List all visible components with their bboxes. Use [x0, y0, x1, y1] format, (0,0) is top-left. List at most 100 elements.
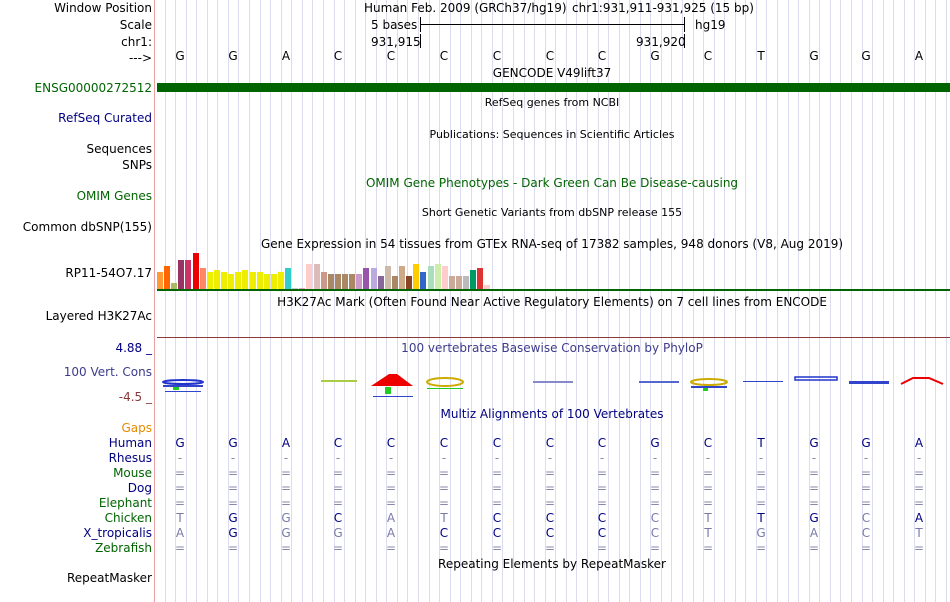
- species-label-elephant[interactable]: Elephant: [98, 496, 152, 510]
- gtex-tissue-bar[interactable]: [235, 272, 241, 289]
- gtex-tissue-bar[interactable]: [299, 288, 305, 289]
- gtex-tissue-bar[interactable]: [250, 272, 256, 289]
- cons-track-title[interactable]: 100 vertebrates Basewise Conservation by…: [401, 341, 703, 355]
- gtex-tissue-bar[interactable]: [214, 270, 220, 289]
- gtex-tissue-bar[interactable]: [356, 274, 362, 289]
- cons-track-label[interactable]: 100 Vert. Cons: [63, 365, 152, 379]
- species-label-dog[interactable]: Dog: [127, 481, 152, 495]
- species-label-zebrafish[interactable]: Zebrafish: [95, 541, 152, 555]
- sequences-track-label[interactable]: Sequences: [86, 142, 152, 156]
- species-label-chicken[interactable]: Chicken: [104, 511, 152, 525]
- omim-track-label[interactable]: OMIM Genes: [76, 189, 152, 203]
- alignment-base: =: [544, 541, 556, 555]
- gtex-tissue-bar[interactable]: [378, 276, 384, 289]
- species-label-human[interactable]: Human: [108, 436, 152, 450]
- gtex-tissue-bar[interactable]: [257, 272, 263, 289]
- omim-track-title[interactable]: OMIM Gene Phenotypes - Dark Green Can Be…: [365, 176, 739, 190]
- gtex-tissue-bar[interactable]: [435, 264, 441, 289]
- dbsnp-track-title[interactable]: Short Genetic Variants from dbSNP releas…: [421, 206, 683, 219]
- gtex-tissue-bar[interactable]: [342, 274, 348, 289]
- gtex-tissue-bar[interactable]: [314, 264, 320, 289]
- gencode-gene-feature[interactable]: [157, 83, 950, 92]
- gtex-tissue-bar[interactable]: [207, 272, 213, 289]
- alignment-base: =: [860, 496, 872, 510]
- grid-line: [661, 0, 662, 602]
- gtex-tissue-bar[interactable]: [456, 276, 462, 289]
- grid-line: [819, 0, 820, 602]
- base-letter: G: [809, 49, 819, 63]
- gtex-track-title[interactable]: Gene Expression in 54 tissues from GTEx …: [260, 237, 844, 251]
- gtex-track-label[interactable]: RP11-54O7.17: [65, 266, 152, 280]
- alignment-base: =: [596, 481, 608, 495]
- alignment-base: G: [650, 436, 660, 450]
- gtex-tissue-bar[interactable]: [285, 268, 291, 289]
- gtex-tissue-bar[interactable]: [413, 264, 419, 289]
- refseq-track-title[interactable]: RefSeq genes from NCBI: [484, 96, 620, 109]
- publications-track-title[interactable]: Publications: Sequences in Scientific Ar…: [429, 128, 675, 141]
- gtex-tissue-bar[interactable]: [164, 266, 170, 289]
- gtex-tissue-bar[interactable]: [463, 276, 469, 289]
- gtex-tissue-bar[interactable]: [363, 268, 369, 289]
- gtex-tissue-bar[interactable]: [185, 260, 191, 289]
- gtex-tissue-bar[interactable]: [406, 276, 412, 289]
- refseq-track-label[interactable]: RefSeq Curated: [58, 111, 152, 125]
- gtex-tissue-bar[interactable]: [292, 288, 298, 289]
- grid-line: [629, 0, 630, 602]
- grid-line: [471, 0, 472, 602]
- gaps-label[interactable]: Gaps: [121, 421, 152, 435]
- gtex-tissue-bar[interactable]: [385, 266, 391, 289]
- h3k27ac-track-title[interactable]: H3K27Ac Mark (Often Found Near Active Re…: [277, 295, 827, 309]
- gtex-tissue-bar[interactable]: [392, 276, 398, 289]
- grid-line: [935, 0, 936, 602]
- h3k27ac-track-label[interactable]: Layered H3K27Ac: [45, 309, 152, 323]
- alignment-base: =: [174, 466, 186, 480]
- gtex-tissue-bar[interactable]: [470, 270, 476, 289]
- gtex-tissue-bar[interactable]: [271, 274, 277, 289]
- gtex-tissue-bar[interactable]: [242, 270, 248, 289]
- gtex-tissue-bar[interactable]: [264, 274, 270, 289]
- species-label-x_tropicalis[interactable]: X_tropicalis: [83, 526, 152, 540]
- grid-line: [534, 0, 535, 602]
- gtex-tissue-bar[interactable]: [484, 285, 490, 289]
- gtex-expression-chart[interactable]: [157, 250, 537, 289]
- gtex-tissue-bar[interactable]: [200, 268, 206, 289]
- repeatmasker-track-title[interactable]: Repeating Elements by RepeatMasker: [438, 557, 666, 571]
- gtex-tissue-bar[interactable]: [178, 260, 184, 289]
- gtex-tissue-bar[interactable]: [335, 274, 341, 289]
- gtex-tissue-bar[interactable]: [321, 272, 327, 289]
- gtex-tissue-bar[interactable]: [449, 276, 455, 289]
- grid-line: [481, 0, 482, 602]
- grid-line: [608, 0, 609, 602]
- alignment-base: =: [860, 481, 872, 495]
- gtex-tissue-bar[interactable]: [420, 272, 426, 289]
- grid-line: [228, 0, 229, 602]
- multiz-track-title[interactable]: Multiz Alignments of 100 Vertebrates: [440, 407, 664, 421]
- gtex-tissue-bar[interactable]: [442, 266, 448, 289]
- gencode-track-title[interactable]: GENCODE V49lift37: [492, 66, 612, 80]
- grid-line: [186, 0, 187, 602]
- grid-line: [883, 0, 884, 602]
- gtex-tissue-bar[interactable]: [171, 283, 177, 289]
- gtex-tissue-bar[interactable]: [221, 272, 227, 289]
- strand-arrow-label: --->: [128, 51, 152, 65]
- grid-line: [460, 0, 461, 602]
- gtex-tissue-bar[interactable]: [278, 272, 284, 289]
- snps-track-label[interactable]: SNPs: [122, 158, 152, 172]
- gtex-tissue-bar[interactable]: [193, 253, 199, 289]
- gtex-tissue-bar[interactable]: [306, 264, 312, 289]
- gtex-tissue-bar[interactable]: [228, 274, 234, 289]
- species-label-mouse[interactable]: Mouse: [113, 466, 152, 480]
- gencode-track-label[interactable]: ENSG00000272512: [34, 81, 152, 95]
- dbsnp-track-label[interactable]: Common dbSNP(155): [22, 220, 152, 234]
- gtex-tissue-bar[interactable]: [157, 272, 163, 289]
- gtex-tissue-bar[interactable]: [328, 274, 334, 289]
- gtex-tissue-bar[interactable]: [428, 266, 434, 289]
- cons-glyph: [849, 381, 889, 384]
- repeatmasker-track-label[interactable]: RepeatMasker: [66, 571, 152, 585]
- gtex-tissue-bar[interactable]: [399, 266, 405, 289]
- species-label-rhesus[interactable]: Rhesus: [108, 451, 152, 465]
- gtex-tissue-bar[interactable]: [349, 274, 355, 289]
- alignment-base: C: [597, 526, 607, 540]
- gtex-tissue-bar[interactable]: [371, 268, 377, 289]
- gtex-tissue-bar[interactable]: [477, 268, 483, 289]
